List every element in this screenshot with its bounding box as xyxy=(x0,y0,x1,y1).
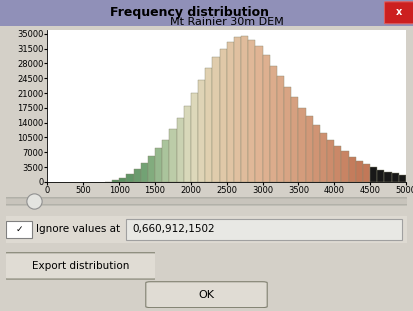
FancyBboxPatch shape xyxy=(385,2,413,24)
Bar xyxy=(277,76,284,182)
Text: x: x xyxy=(396,7,403,17)
Bar xyxy=(327,140,334,182)
Bar xyxy=(342,151,349,182)
Bar xyxy=(133,169,141,182)
Bar xyxy=(198,80,205,182)
Bar xyxy=(399,175,406,182)
Bar xyxy=(248,40,255,182)
Bar xyxy=(255,46,263,182)
Bar xyxy=(284,87,291,182)
Bar xyxy=(119,178,126,182)
Bar xyxy=(377,170,385,182)
Bar xyxy=(406,176,413,182)
Bar xyxy=(169,129,176,182)
Text: 0,660,912,1502: 0,660,912,1502 xyxy=(133,224,215,234)
FancyBboxPatch shape xyxy=(6,221,32,238)
Bar xyxy=(270,66,277,182)
Bar xyxy=(141,163,148,182)
Bar xyxy=(241,36,248,182)
FancyBboxPatch shape xyxy=(5,253,157,279)
Bar xyxy=(299,108,306,182)
Bar xyxy=(212,57,220,182)
Bar xyxy=(126,174,133,182)
Bar xyxy=(306,116,313,182)
Bar xyxy=(385,172,392,182)
Bar xyxy=(263,55,270,182)
FancyBboxPatch shape xyxy=(146,282,267,308)
FancyBboxPatch shape xyxy=(4,198,408,205)
Text: ✓: ✓ xyxy=(16,225,23,234)
Bar xyxy=(320,133,327,182)
Title: Mt Rainier 30m DEM: Mt Rainier 30m DEM xyxy=(170,17,284,27)
Text: Export distribution: Export distribution xyxy=(32,261,129,271)
FancyBboxPatch shape xyxy=(126,219,402,240)
Text: Frequency distribution: Frequency distribution xyxy=(111,6,269,19)
Bar xyxy=(392,174,399,182)
Bar xyxy=(356,161,363,182)
Text: Ignore values at: Ignore values at xyxy=(36,224,120,234)
Bar xyxy=(191,93,198,182)
Bar xyxy=(234,37,241,182)
Bar xyxy=(162,140,169,182)
Bar xyxy=(227,42,234,182)
Bar xyxy=(112,180,119,182)
Bar xyxy=(148,156,155,182)
Bar xyxy=(291,97,299,182)
Bar xyxy=(349,156,356,182)
Bar xyxy=(184,106,191,182)
Bar xyxy=(155,148,162,182)
Bar xyxy=(205,68,212,182)
Bar xyxy=(363,164,370,182)
Bar xyxy=(334,146,342,182)
Bar xyxy=(220,49,227,182)
Text: OK: OK xyxy=(199,290,214,300)
Bar xyxy=(370,167,377,182)
Bar xyxy=(313,125,320,182)
Bar xyxy=(176,118,184,182)
